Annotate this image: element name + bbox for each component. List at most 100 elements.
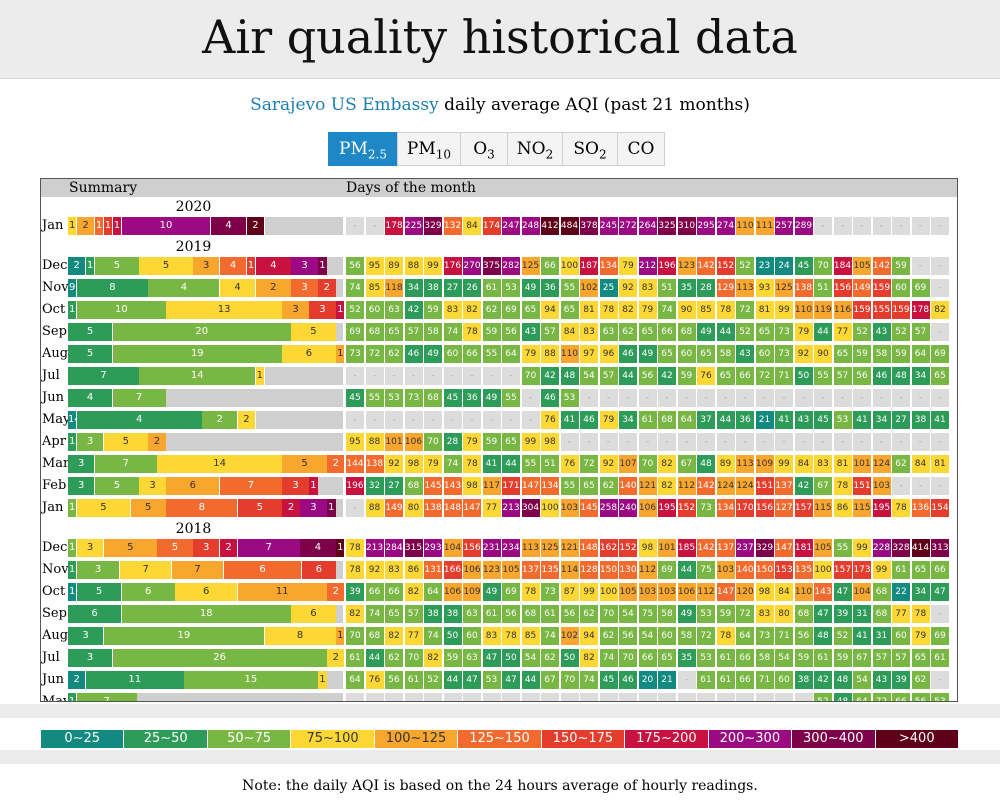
day-cell-missing[interactable]: - (638, 693, 657, 701)
day-cell[interactable]: 129 (716, 279, 735, 297)
day-cell-missing[interactable]: - (482, 411, 501, 429)
tab-co[interactable]: CO (617, 132, 665, 166)
day-cell[interactable]: 69 (502, 583, 520, 601)
day-cell[interactable]: 79 (599, 411, 618, 429)
day-cell[interactable]: 41 (560, 411, 579, 429)
day-cell[interactable]: 44 (521, 671, 540, 689)
day-cell[interactable]: 54 (638, 627, 657, 645)
day-cell-missing[interactable]: - (931, 257, 949, 275)
day-cell[interactable]: 65 (580, 477, 598, 495)
day-cell-missing[interactable]: - (892, 389, 910, 407)
day-cell[interactable]: 68 (365, 323, 384, 341)
day-cell[interactable]: 100 (541, 499, 559, 517)
day-cell[interactable]: 90 (677, 301, 696, 319)
day-cell[interactable]: 57 (541, 323, 559, 341)
day-cell[interactable]: 101 (658, 539, 676, 557)
day-cell[interactable]: 49 (482, 583, 501, 601)
day-cell[interactable]: 51 (541, 455, 559, 473)
day-cell[interactable]: 41 (931, 411, 949, 429)
day-cell[interactable]: 92 (365, 561, 384, 579)
day-cell[interactable]: 63 (463, 605, 481, 623)
day-cell[interactable]: 60 (677, 345, 696, 363)
day-cell[interactable]: 66 (736, 367, 754, 385)
day-cell[interactable]: 60 (755, 345, 774, 363)
day-cell[interactable]: 78 (346, 561, 364, 579)
day-cell[interactable]: 37 (697, 411, 715, 429)
day-cell[interactable]: 304 (521, 499, 540, 517)
day-cell-missing[interactable]: - (346, 411, 364, 429)
day-cell[interactable]: 116 (833, 301, 852, 319)
day-cell[interactable]: 46 (872, 367, 891, 385)
day-cell[interactable]: 124 (716, 477, 735, 495)
day-cell[interactable]: 58 (716, 345, 735, 363)
day-cell[interactable]: 66 (385, 583, 403, 601)
day-cell[interactable]: 56 (502, 605, 520, 623)
day-cell-missing[interactable]: - (697, 693, 715, 701)
day-cell[interactable]: 121 (560, 539, 579, 557)
day-cell[interactable]: 81 (833, 455, 852, 473)
day-cell[interactable]: 83 (814, 455, 832, 473)
day-cell-missing[interactable]: - (619, 389, 637, 407)
day-cell[interactable]: 130 (619, 561, 637, 579)
day-cell[interactable]: 95 (365, 257, 384, 275)
day-cell[interactable]: 52 (736, 257, 754, 275)
day-cell-missing[interactable]: - (892, 217, 910, 235)
day-cell[interactable]: 112 (697, 583, 715, 601)
day-cell[interactable]: 147 (775, 539, 793, 557)
day-cell[interactable]: 70 (521, 367, 540, 385)
day-cell[interactable]: 59 (443, 649, 462, 667)
day-cell[interactable]: 375 (482, 257, 501, 275)
day-cell[interactable]: 82 (658, 455, 676, 473)
day-cell[interactable]: 79 (638, 301, 657, 319)
day-cell[interactable]: 185 (677, 539, 696, 557)
day-cell[interactable]: 59 (892, 257, 910, 275)
day-cell[interactable]: 67 (814, 477, 832, 495)
day-cell[interactable]: 325 (658, 217, 676, 235)
day-cell[interactable]: 85 (697, 301, 715, 319)
day-cell[interactable]: 123 (677, 257, 696, 275)
day-cell[interactable]: 44 (716, 411, 735, 429)
day-cell[interactable]: 38 (911, 411, 930, 429)
day-cell[interactable]: 74 (443, 323, 462, 341)
day-cell[interactable]: 42 (404, 301, 423, 319)
day-cell[interactable]: 166 (443, 561, 462, 579)
day-cell[interactable]: 64 (736, 627, 754, 645)
day-cell[interactable]: 136 (911, 499, 930, 517)
day-cell[interactable]: 52 (833, 627, 852, 645)
day-cell[interactable]: 284 (385, 539, 403, 557)
day-cell[interactable]: 60 (892, 627, 910, 645)
day-cell[interactable]: 135 (541, 561, 559, 579)
day-cell[interactable]: 113 (736, 279, 754, 297)
day-cell[interactable]: 59 (424, 301, 442, 319)
day-cell[interactable]: 104 (853, 583, 871, 601)
day-cell[interactable]: 149 (385, 499, 403, 517)
day-cell[interactable]: 82 (346, 605, 364, 623)
day-cell[interactable]: 56 (619, 627, 637, 645)
day-cell[interactable]: 78 (502, 627, 520, 645)
day-cell[interactable]: 76 (560, 455, 579, 473)
day-cell[interactable]: 55 (482, 345, 501, 363)
day-cell[interactable]: 110 (794, 583, 813, 601)
day-cell[interactable]: 47 (814, 605, 832, 623)
day-cell[interactable]: 38 (443, 605, 462, 623)
day-cell[interactable]: 110 (736, 217, 754, 235)
day-cell[interactable]: 88 (365, 499, 384, 517)
day-cell[interactable]: 88 (365, 433, 384, 451)
day-cell[interactable]: 74 (541, 627, 559, 645)
day-cell[interactable]: 59 (892, 345, 910, 363)
day-cell[interactable]: 47 (502, 671, 520, 689)
day-cell[interactable]: 34 (911, 583, 930, 601)
day-cell[interactable]: 104 (443, 539, 462, 557)
day-cell[interactable]: 295 (697, 217, 715, 235)
day-cell[interactable]: 36 (463, 389, 481, 407)
day-cell-missing[interactable]: - (931, 605, 949, 623)
day-cell-missing[interactable]: - (677, 433, 696, 451)
day-cell[interactable]: 55 (833, 539, 852, 557)
day-cell[interactable]: 47 (463, 671, 481, 689)
day-cell[interactable]: 61 (697, 671, 715, 689)
day-cell[interactable]: 181 (794, 539, 813, 557)
day-cell[interactable]: 125 (775, 279, 793, 297)
day-cell[interactable]: 148 (443, 499, 462, 517)
day-cell[interactable]: 70 (560, 671, 579, 689)
day-cell[interactable]: 156 (833, 279, 852, 297)
